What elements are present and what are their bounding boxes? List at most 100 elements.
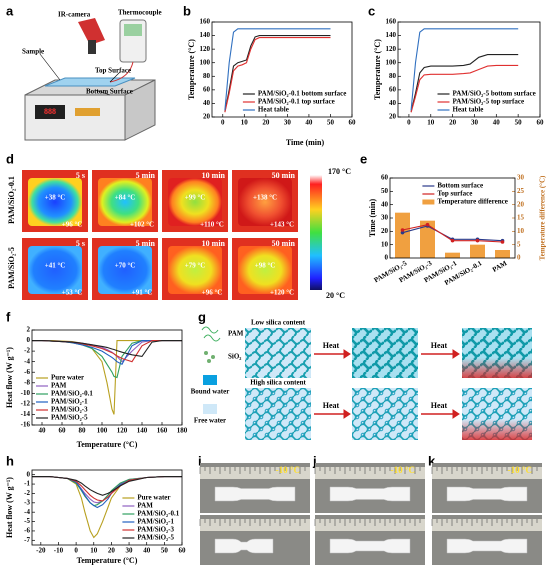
sample <box>44 77 136 87</box>
thermal-sample <box>98 178 152 226</box>
y-tick-label: 50 <box>381 187 389 195</box>
y-tick-label: -8 <box>24 378 30 386</box>
x-tick-label: 20 <box>449 119 457 127</box>
y-tick-label: 100 <box>200 58 211 66</box>
legend-label: PAM/SiO₂-3 <box>137 526 174 534</box>
colorbar-max: 170 °C <box>328 167 351 176</box>
y-tick-label: 140 <box>386 31 397 39</box>
legend-bound: Bound water <box>191 388 230 396</box>
panel-label: d <box>6 151 14 166</box>
legend-free: Free water <box>194 417 226 425</box>
heat-shade <box>462 388 532 440</box>
y-tick-label: 80 <box>203 72 211 80</box>
y2-tick-label: 30 <box>517 174 525 182</box>
ruler <box>315 467 425 479</box>
chart: -16 -14 -12 -10 -8 -6 -4 -2 0 2 40 60 80 100 120 140 160… <box>5 326 188 449</box>
y-tick-label: 120 <box>200 45 211 53</box>
edge-temp: +91 °C <box>132 289 153 297</box>
center-temp: +84 °C <box>115 194 136 202</box>
edge-temp: +120 °C <box>270 289 294 297</box>
x-tick-label: 20 <box>262 119 270 127</box>
time-label: 10 min <box>202 239 226 248</box>
time-label: 10 min <box>202 171 226 180</box>
y-tick-label: -12 <box>21 399 31 407</box>
y-tick-label: -6 <box>24 368 30 376</box>
center-temp: +38 °C <box>45 194 66 202</box>
thermal-sample <box>238 178 292 226</box>
x-tick-label: 10 <box>90 547 98 555</box>
y2-tick-label: 15 <box>517 214 525 222</box>
edge-temp: +102 °C <box>130 221 154 229</box>
x-tick-label: PAM <box>491 259 509 274</box>
thermal-sample <box>238 246 292 294</box>
panel-label: c <box>368 3 375 18</box>
pointer <box>94 89 111 96</box>
edge-temp: +143 °C <box>270 221 294 229</box>
series-line <box>410 28 519 111</box>
time-label: 5 s <box>76 171 85 180</box>
bar <box>445 252 460 258</box>
y-tick-label: -6 <box>24 527 30 535</box>
panel-label: f <box>6 309 11 324</box>
legend-label: PAM/SiO₂-1 <box>51 398 88 406</box>
x-tick-label: 10 <box>427 119 435 127</box>
y-tick-label: 2 <box>27 326 31 334</box>
photos: -10 °C -10 °C -10 °C <box>199 463 542 565</box>
x-tick-label: 40 <box>493 119 501 127</box>
label-low: Low silica content <box>251 319 306 327</box>
y-axis-label: Time (min) <box>368 199 377 238</box>
panel-label: b <box>183 3 191 18</box>
ruler <box>432 519 542 531</box>
y-axis-label: Temperature (°C) <box>373 39 382 100</box>
y-tick-label: 140 <box>200 31 211 39</box>
x-tick-label: 160 <box>157 427 168 435</box>
meter-screen <box>124 24 142 36</box>
y-tick-label: 40 <box>203 99 211 107</box>
legend-swatch <box>422 199 435 205</box>
label-thermocouple: Thermocouple <box>118 9 162 17</box>
thermal-sample <box>168 178 222 226</box>
y-tick-label: -16 <box>21 421 31 429</box>
y-tick-label: 60 <box>381 174 389 182</box>
network-low-heated <box>352 328 418 378</box>
free-water-icon <box>203 404 217 414</box>
legend-label: PAM <box>137 502 153 510</box>
panel-label: e <box>360 151 367 166</box>
heat-label: Heat <box>323 341 340 350</box>
x-tick-label: 30 <box>126 547 134 555</box>
y-axis-label: Temperature (°C) <box>187 39 196 100</box>
sio2-icon <box>204 351 208 355</box>
y-tick-label: 0 <box>27 336 31 344</box>
edge-temp: +96 °C <box>62 221 83 229</box>
thermal-images: PAM/SiO₂-0.1 PAM/SiO₂-5 170 °C 20 °C 5 s… <box>7 167 351 300</box>
center-temp: +99 °C <box>185 194 206 202</box>
x-tick-label: 60 <box>59 427 67 435</box>
temperature-label: -10 °C <box>508 465 532 475</box>
x-tick-label: 40 <box>305 119 313 127</box>
plot-frame <box>397 21 541 118</box>
center-temp: +138 °C <box>253 194 277 202</box>
legend-label: PAM/SiO₂-0.1 <box>51 390 93 398</box>
bar <box>420 220 435 258</box>
x-tick-label: -10 <box>54 547 64 555</box>
sio2-icon <box>207 359 211 363</box>
pointer <box>39 53 61 81</box>
legend-label: PAM/SiO₂-5 top surface <box>453 98 525 106</box>
legend-label: PAM/SiO₂-3 <box>51 406 88 414</box>
colorbar <box>310 175 322 290</box>
x-tick-label: 50 <box>161 547 169 555</box>
plot-frame <box>31 469 183 546</box>
y-tick-label: 0 <box>385 254 389 262</box>
arrow-head <box>452 349 460 359</box>
x-tick-label: -20 <box>36 547 46 555</box>
legend-sio2: SiO₂ <box>228 353 241 361</box>
panel-label: j <box>312 453 317 468</box>
center-temp: +70 °C <box>115 262 136 270</box>
marker <box>400 230 405 235</box>
sio2-icon <box>211 355 215 359</box>
label-high: High silica content <box>250 379 306 387</box>
legend-pam: PAM <box>228 330 244 338</box>
y-tick-label: -3 <box>24 498 30 506</box>
